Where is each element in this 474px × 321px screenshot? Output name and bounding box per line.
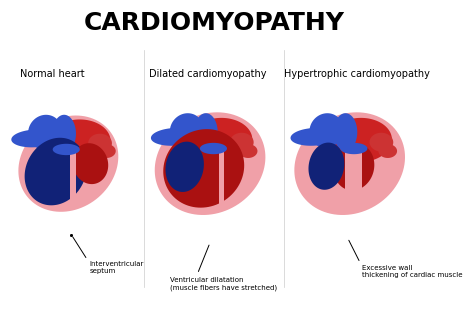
PathPatch shape <box>219 145 224 205</box>
PathPatch shape <box>189 118 252 162</box>
PathPatch shape <box>291 128 337 146</box>
PathPatch shape <box>165 142 204 192</box>
PathPatch shape <box>25 138 87 205</box>
PathPatch shape <box>52 115 76 152</box>
PathPatch shape <box>11 129 58 147</box>
PathPatch shape <box>309 143 344 190</box>
PathPatch shape <box>378 144 397 158</box>
PathPatch shape <box>334 143 374 190</box>
Text: Interventricular
septum: Interventricular septum <box>90 261 144 274</box>
Text: Excessive wall
thickening of cardiac muscle: Excessive wall thickening of cardiac mus… <box>362 265 463 278</box>
PathPatch shape <box>18 116 118 212</box>
PathPatch shape <box>97 144 116 158</box>
PathPatch shape <box>239 144 257 158</box>
PathPatch shape <box>194 113 218 151</box>
PathPatch shape <box>151 128 197 146</box>
Text: Normal heart: Normal heart <box>20 69 84 79</box>
PathPatch shape <box>88 134 112 152</box>
PathPatch shape <box>71 146 76 202</box>
PathPatch shape <box>328 118 392 162</box>
PathPatch shape <box>340 143 367 154</box>
PathPatch shape <box>53 144 80 155</box>
Text: Ventricular dilatation
(muscle fibers have stretched): Ventricular dilatation (muscle fibers ha… <box>170 277 277 291</box>
PathPatch shape <box>334 113 357 151</box>
PathPatch shape <box>370 133 393 152</box>
Text: Hypertrophic cardiomyopathy: Hypertrophic cardiomyopathy <box>284 69 430 79</box>
PathPatch shape <box>47 119 110 164</box>
Text: CARDIOMYOPATHY: CARDIOMYOPATHY <box>84 11 345 35</box>
PathPatch shape <box>28 115 62 150</box>
PathPatch shape <box>170 113 204 148</box>
PathPatch shape <box>294 112 405 215</box>
PathPatch shape <box>73 143 108 184</box>
PathPatch shape <box>200 143 227 154</box>
PathPatch shape <box>230 133 254 152</box>
Text: Dilated cardiomyopathy: Dilated cardiomyopathy <box>149 69 266 79</box>
PathPatch shape <box>346 145 362 202</box>
PathPatch shape <box>310 113 343 148</box>
PathPatch shape <box>155 112 265 215</box>
PathPatch shape <box>163 129 244 208</box>
